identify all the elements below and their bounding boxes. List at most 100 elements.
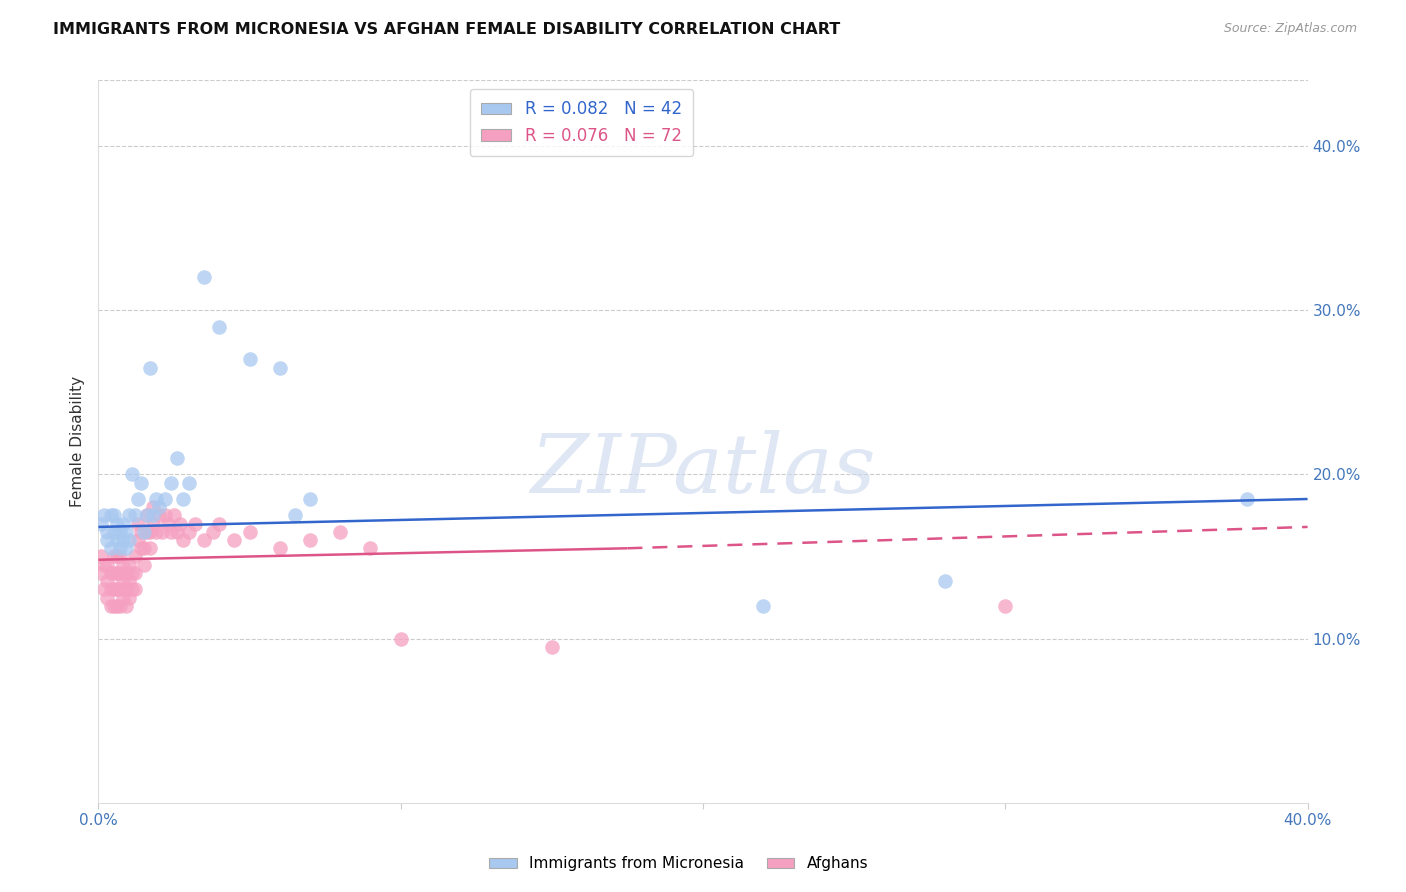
Point [111, 591, 134, 605]
Point [103, 524, 125, 539]
Point [121, 467, 143, 482]
Point [96, 524, 118, 539]
Point [96, 574, 118, 588]
Point [111, 533, 134, 547]
Point [163, 508, 186, 523]
Point [121, 582, 143, 597]
Point [150, 524, 173, 539]
Point [179, 475, 201, 490]
Point [166, 450, 188, 465]
Point [129, 524, 152, 539]
Point [129, 541, 152, 556]
Point [142, 516, 165, 531]
Point [172, 491, 194, 506]
Point [994, 599, 1017, 613]
Point [135, 508, 157, 523]
Point [108, 566, 131, 580]
Point [193, 270, 215, 285]
Point [108, 582, 131, 597]
Point [111, 516, 134, 531]
Point [160, 524, 183, 539]
Point [103, 508, 125, 523]
Point [284, 508, 307, 523]
Point [124, 508, 146, 523]
Point [124, 582, 146, 597]
Point [202, 524, 225, 539]
Point [752, 599, 775, 613]
Point [105, 599, 128, 613]
Point [121, 566, 143, 580]
Point [114, 599, 136, 613]
Point [105, 533, 128, 547]
Point [96, 533, 118, 547]
Point [111, 574, 134, 588]
Point [118, 508, 141, 523]
Point [145, 491, 167, 506]
Point [90, 549, 112, 564]
Point [329, 524, 352, 539]
Point [934, 574, 956, 588]
Point [127, 533, 149, 547]
Point [100, 582, 122, 597]
Point [100, 541, 122, 556]
Point [108, 541, 131, 556]
Point [93, 508, 115, 523]
Point [108, 549, 131, 564]
Point [118, 591, 141, 605]
Point [103, 549, 125, 564]
Point [103, 599, 125, 613]
Point [100, 508, 122, 523]
Point [132, 524, 155, 539]
Point [93, 582, 115, 597]
Point [239, 524, 262, 539]
Y-axis label: Female Disability: Female Disability [69, 376, 84, 508]
Point [124, 566, 146, 580]
Point [179, 524, 201, 539]
Point [148, 500, 170, 515]
Point [224, 533, 246, 547]
Point [142, 508, 165, 523]
Point [93, 558, 115, 572]
Point [156, 516, 179, 531]
Point [103, 566, 125, 580]
Point [114, 566, 136, 580]
Point [124, 549, 146, 564]
Point [299, 491, 322, 506]
Point [127, 491, 149, 506]
Point [169, 516, 191, 531]
Point [118, 533, 141, 547]
Point [108, 599, 131, 613]
Point [90, 516, 112, 531]
Point [108, 524, 131, 539]
Point [129, 475, 152, 490]
Text: ZIPatlas: ZIPatlas [530, 431, 876, 510]
Point [90, 566, 112, 580]
Point [96, 591, 118, 605]
Point [139, 524, 162, 539]
Point [208, 319, 231, 334]
Point [239, 352, 262, 367]
Point [540, 640, 562, 654]
Point [105, 566, 128, 580]
Point [105, 549, 128, 564]
Point [160, 475, 183, 490]
Point [114, 524, 136, 539]
Point [96, 558, 118, 572]
Point [166, 524, 188, 539]
Point [299, 533, 322, 547]
Point [208, 516, 231, 531]
Point [193, 533, 215, 547]
Point [105, 516, 128, 531]
Point [148, 508, 170, 523]
Legend: Immigrants from Micronesia, Afghans: Immigrants from Micronesia, Afghans [484, 850, 875, 878]
Point [269, 360, 291, 375]
Point [105, 582, 128, 597]
Point [1236, 491, 1258, 506]
Point [172, 533, 194, 547]
Point [132, 541, 155, 556]
Point [184, 516, 207, 531]
Point [153, 491, 176, 506]
Point [100, 566, 122, 580]
Point [135, 508, 157, 523]
Point [269, 541, 291, 556]
